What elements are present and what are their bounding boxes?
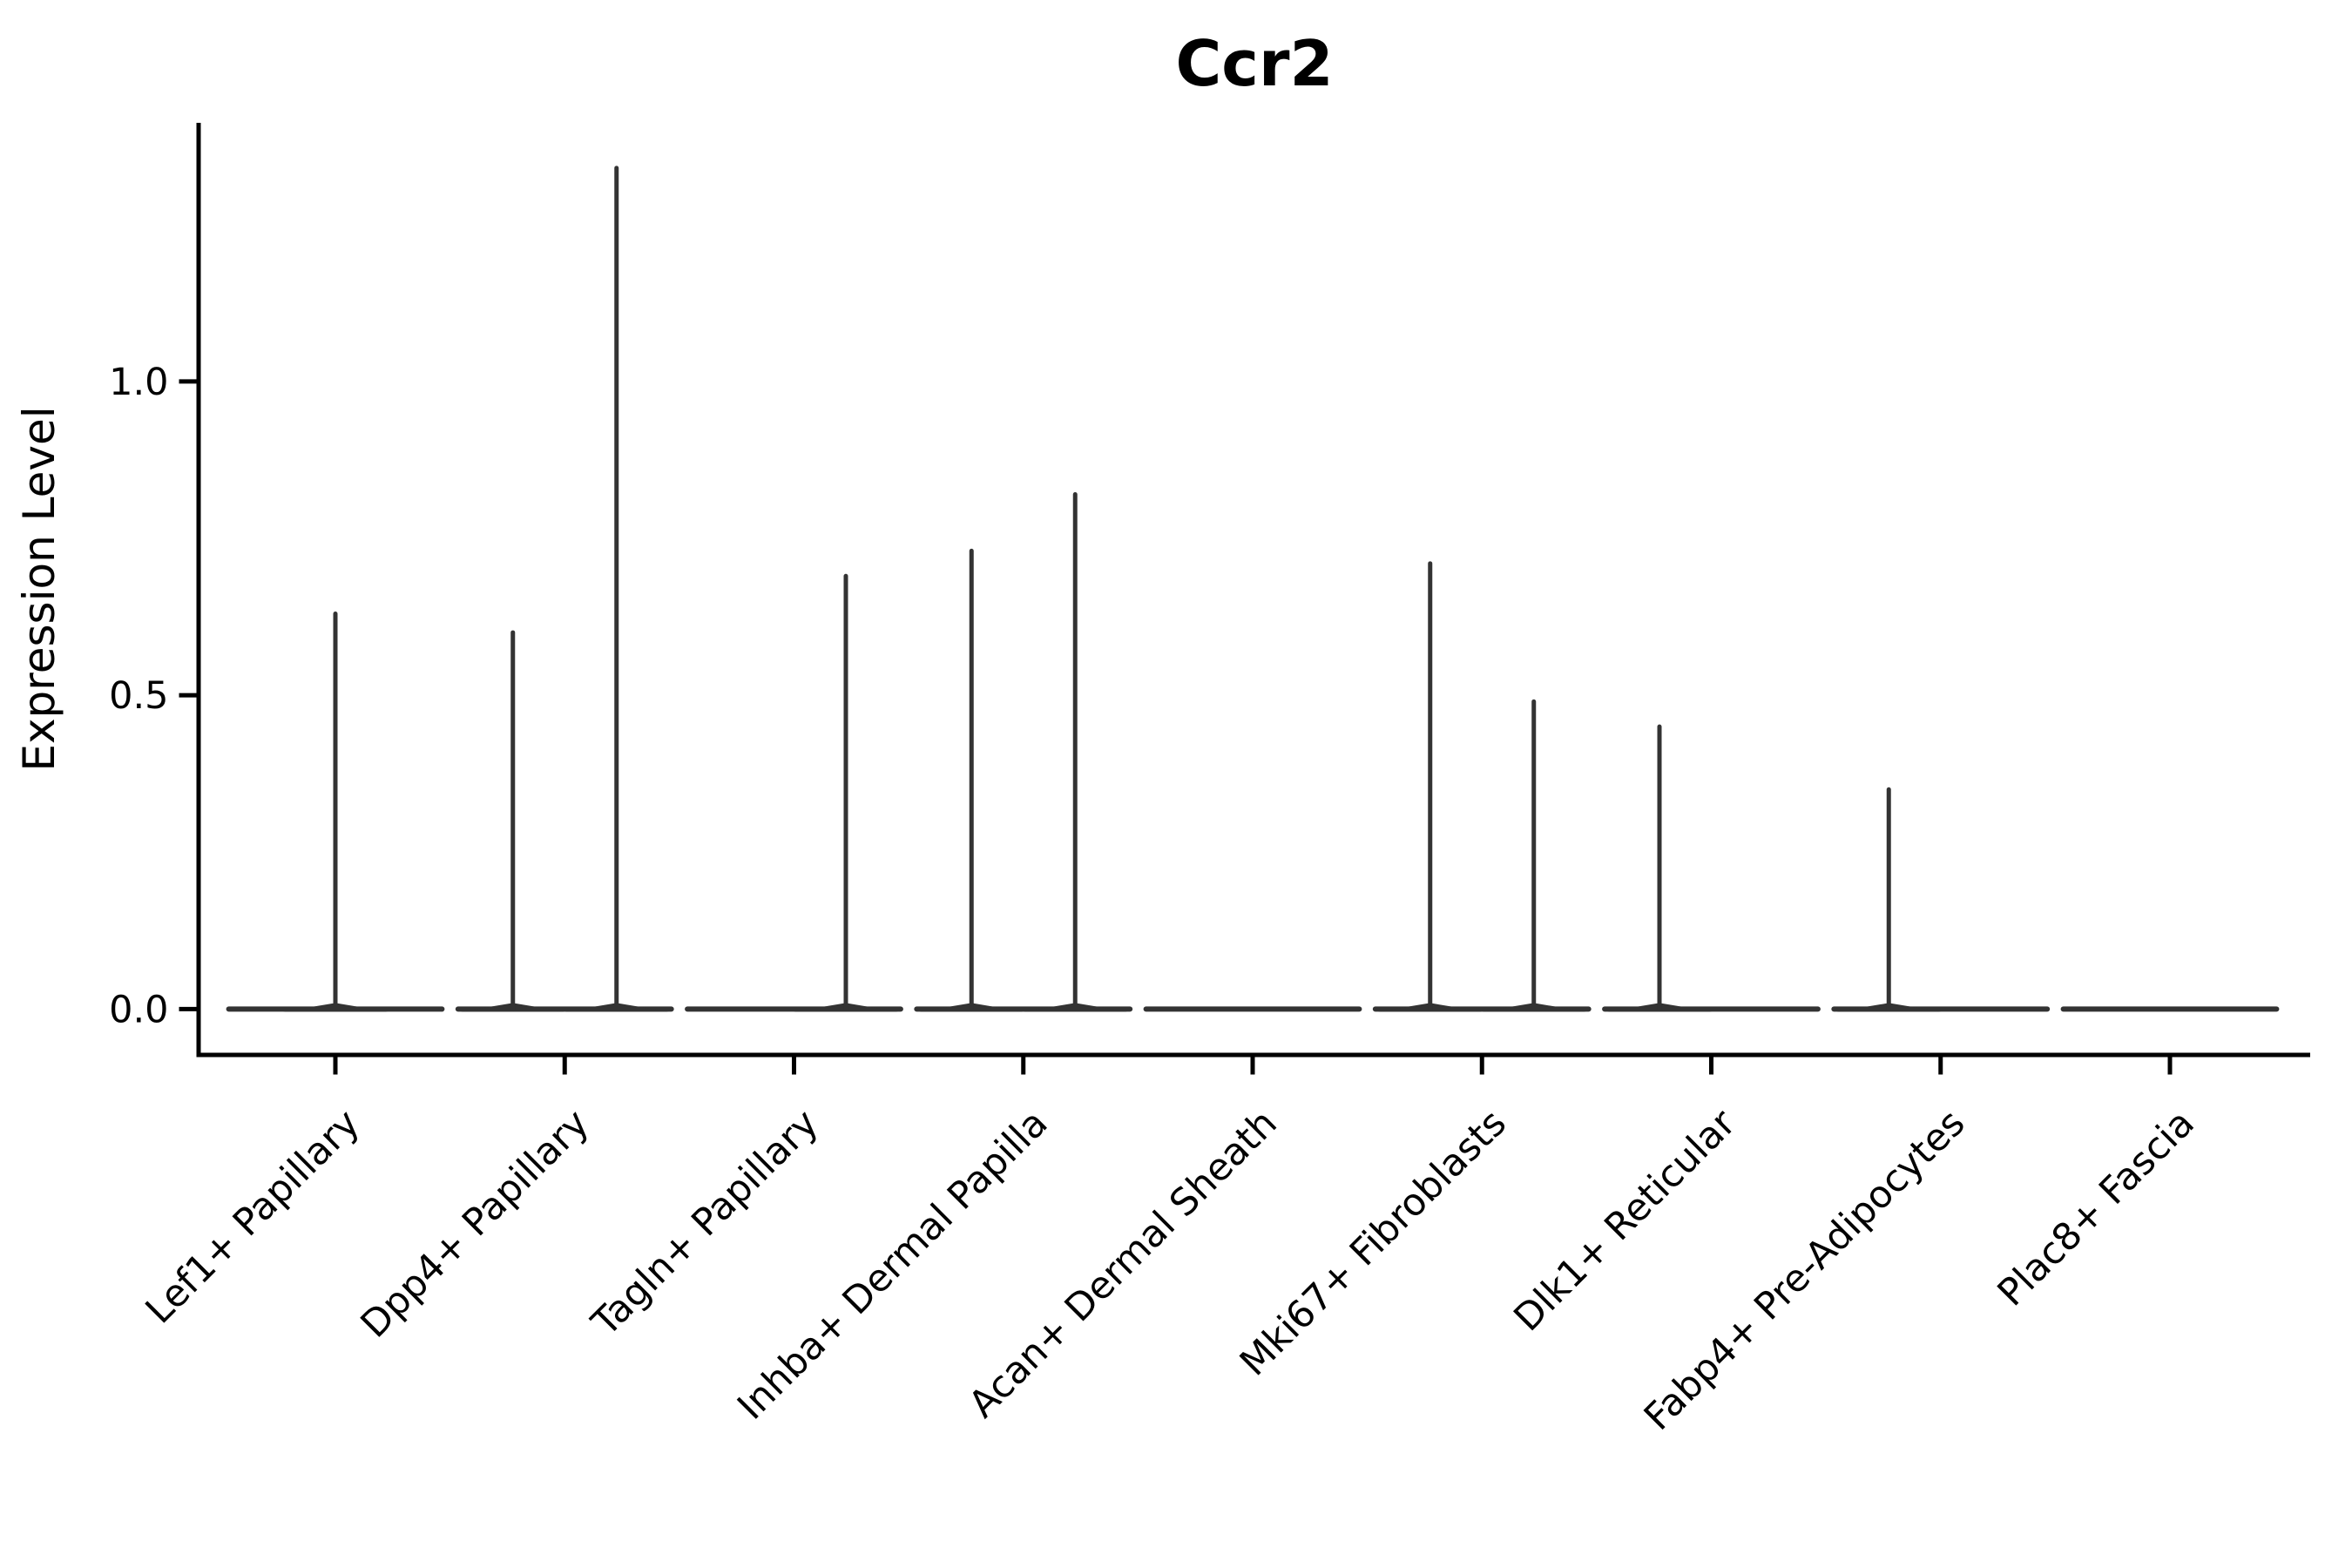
y-tick-label: 0.5 xyxy=(109,674,168,718)
x-tick-label: Lef1+ Papillary xyxy=(138,1101,368,1332)
x-tick-label: Tagln+ Papillary xyxy=(584,1101,828,1345)
violins-group xyxy=(226,166,2280,1012)
chart-title: Ccr2 xyxy=(1175,27,1333,100)
y-ticks-group: 0.0 0.5 1.0 xyxy=(109,361,197,1031)
y-axis-label: Expression Level xyxy=(14,406,64,771)
axes-group xyxy=(196,123,2310,1058)
x-tick-label: Dpp4+ Papillary xyxy=(353,1101,598,1346)
y-tick-label: 1.0 xyxy=(109,361,168,404)
y-tick-label: 0.0 xyxy=(109,988,168,1031)
x-tick-label: Mki67+ Fibroblasts xyxy=(1232,1101,1515,1384)
x-tick-label: Plac8+ Fascia xyxy=(1990,1101,2203,1315)
x-tick-label: Dlk1+ Reticular xyxy=(1506,1101,1745,1340)
